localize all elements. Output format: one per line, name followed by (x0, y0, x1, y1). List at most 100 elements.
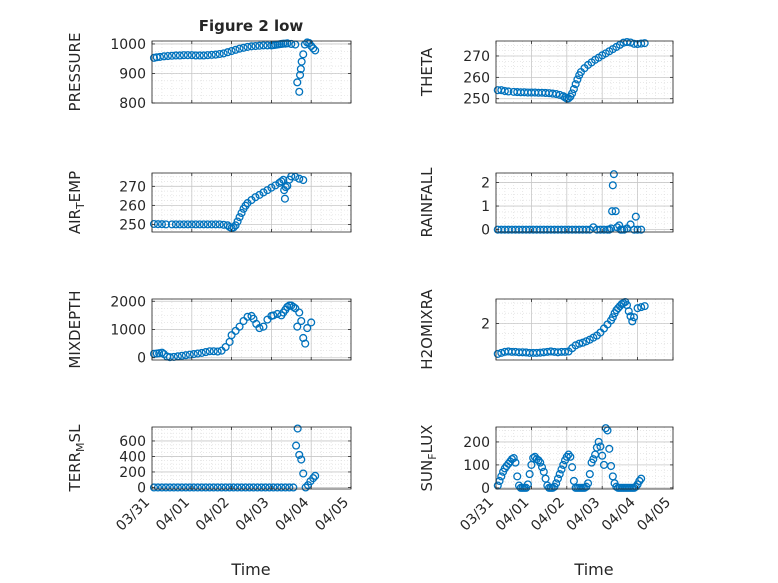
data-point (559, 460, 568, 469)
data-point (255, 41, 264, 50)
data-point (245, 483, 254, 492)
data-point (243, 42, 252, 51)
data-point (525, 470, 534, 479)
data-point (285, 483, 294, 492)
data-point (500, 86, 509, 96)
data-point (569, 85, 578, 94)
data-point (231, 221, 240, 230)
axes-frame (495, 298, 674, 361)
x-tick-label: 04/02 (193, 495, 233, 535)
data-point (624, 307, 633, 316)
data-point (187, 51, 196, 60)
subplot-1: 800 900 1000 PRESSURE (66, 33, 352, 112)
y-tick-label: 270 (119, 179, 146, 195)
data-point (299, 175, 308, 185)
data-point (301, 483, 310, 492)
data-point (553, 474, 562, 483)
data-point (199, 51, 208, 60)
x-tick-label: 04/03 (564, 495, 604, 535)
data-point (297, 57, 306, 66)
y-axis-label-main: AIR (66, 209, 84, 234)
data-point (293, 78, 302, 87)
data-point (293, 424, 302, 433)
y-axis-label-main: PRESSURE (66, 33, 84, 112)
data-point (493, 349, 502, 358)
data-point (589, 455, 598, 464)
data-point (309, 474, 318, 483)
data-point (211, 220, 220, 229)
data-point (605, 225, 614, 234)
data-point (187, 220, 196, 229)
x-tick-label: 04/02 (528, 495, 568, 535)
data-point (289, 483, 298, 492)
figure-title: Figure 2 low (199, 17, 304, 35)
data-point (149, 483, 159, 492)
y-tick-label: 400 (119, 449, 146, 465)
data-point (573, 75, 582, 84)
data-point (292, 441, 301, 450)
data-point (235, 213, 244, 222)
data-point (183, 220, 192, 229)
data-point (568, 89, 577, 98)
data-point (265, 483, 274, 492)
y-tick-label: 1000 (110, 37, 146, 53)
data-point (241, 483, 250, 492)
data-point (637, 303, 646, 312)
data-point (169, 483, 178, 492)
y-tick-label: 600 (119, 434, 146, 450)
x-tick-label: 04/04 (599, 494, 639, 534)
data-point (195, 51, 204, 60)
data-point (167, 51, 176, 60)
data-point (215, 49, 224, 59)
data-point (564, 450, 573, 459)
data-point (207, 50, 216, 59)
y-tick-label: 2000 (110, 294, 146, 310)
data-point (155, 52, 165, 61)
data-point (311, 46, 320, 55)
data-point (173, 483, 182, 492)
data-point (181, 483, 190, 492)
y-tick-label: 800 (119, 96, 146, 112)
data-point (177, 483, 186, 492)
data-point (277, 483, 286, 492)
y-axis-label-rest: EMP (66, 171, 84, 202)
y-tick-label: 260 (119, 198, 146, 214)
data-point (189, 350, 198, 359)
data-point (637, 474, 646, 483)
y-tick-label: 200 (463, 435, 490, 451)
data-point (628, 317, 637, 326)
x-tick-label: 04/01 (153, 495, 193, 535)
data-point (221, 342, 230, 352)
data-point (199, 220, 208, 229)
data-point (598, 451, 607, 460)
data-point (297, 316, 306, 326)
data-point (149, 349, 159, 358)
data-point (237, 208, 246, 218)
data-point (513, 472, 522, 481)
data-point (534, 456, 543, 465)
data-point (211, 50, 220, 59)
data-point (259, 41, 268, 50)
data-point (193, 349, 202, 358)
x-axis-label-left: Time (230, 560, 270, 579)
subplot-5: 0 1000 2000 MIXDEPTH (66, 290, 352, 369)
data-point (221, 483, 230, 492)
data-point (189, 483, 198, 492)
data-point (608, 207, 617, 216)
y-axis-label-main: RAINFALL (418, 167, 436, 238)
x-tick-label: 04/05 (634, 495, 674, 535)
data-point (497, 472, 506, 481)
y-tick-label: 200 (119, 465, 146, 481)
x-tick-label: 04/01 (493, 495, 533, 535)
data-point (560, 347, 570, 356)
data-point (251, 193, 260, 202)
data-point (269, 483, 278, 492)
data-point (229, 223, 238, 232)
y-tick-label: 2 (481, 316, 490, 332)
data-point (183, 51, 192, 60)
data-point (536, 458, 545, 467)
y-axis-label: THETA (418, 47, 436, 97)
data-point (247, 42, 256, 51)
data-point (231, 326, 240, 335)
